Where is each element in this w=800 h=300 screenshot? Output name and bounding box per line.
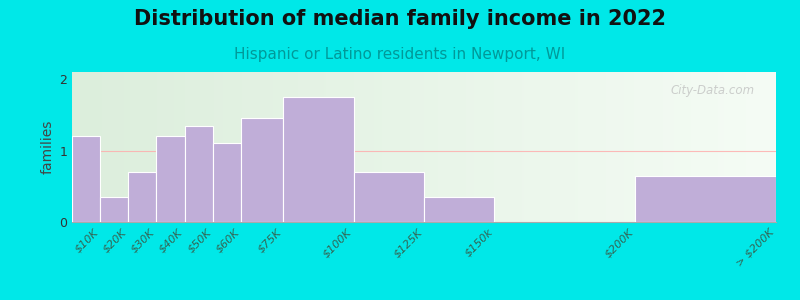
- Bar: [635, 176, 776, 222]
- Bar: [241, 118, 283, 222]
- Bar: [72, 136, 100, 222]
- Text: City-Data.com: City-Data.com: [670, 84, 755, 97]
- Bar: [100, 197, 128, 222]
- Text: Hispanic or Latino residents in Newport, WI: Hispanic or Latino residents in Newport,…: [234, 46, 566, 62]
- Bar: [185, 126, 213, 222]
- Y-axis label: families: families: [41, 120, 55, 174]
- Bar: [354, 172, 424, 222]
- Bar: [283, 97, 354, 222]
- Text: Distribution of median family income in 2022: Distribution of median family income in …: [134, 9, 666, 29]
- Bar: [213, 143, 241, 222]
- Bar: [128, 172, 157, 222]
- Bar: [157, 136, 185, 222]
- Bar: [424, 197, 494, 222]
